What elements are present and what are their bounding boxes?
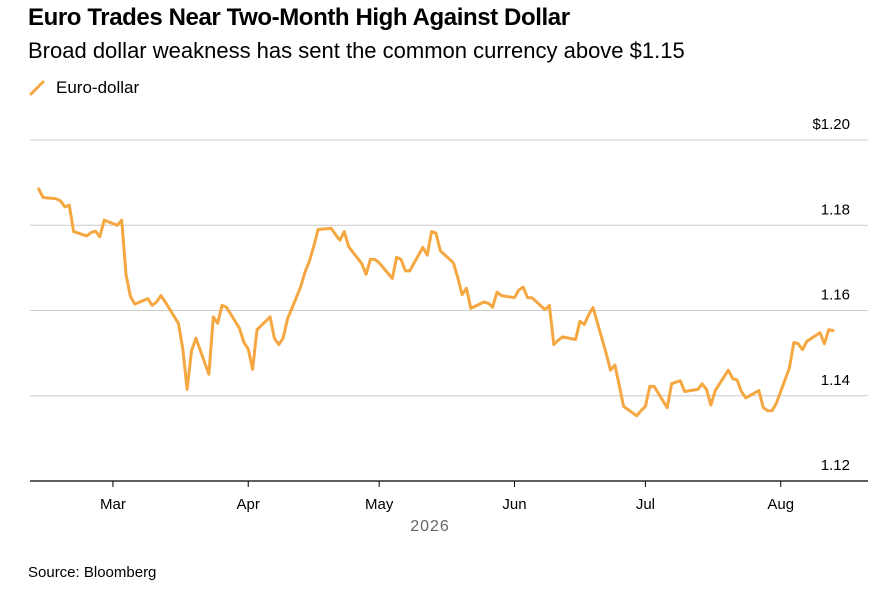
x-tick-label: May xyxy=(365,496,394,513)
y-tick-label: $1.20 xyxy=(812,116,850,133)
x-tick-label: Apr xyxy=(237,496,260,513)
x-tick-label: Jul xyxy=(636,496,655,513)
source-note: Source: Bloomberg xyxy=(28,564,157,581)
legend: Euro-dollar xyxy=(28,78,139,98)
series-line-euro-dollar xyxy=(37,187,835,418)
chart-title: Euro Trades Near Two-Month High Against … xyxy=(28,4,570,31)
y-tick-label: 1.14 xyxy=(821,372,850,389)
x-tick-label: Jun xyxy=(502,496,526,513)
y-tick-label: 1.18 xyxy=(821,201,850,218)
x-axis-year-label: 2026 xyxy=(410,518,450,535)
x-tick-label: Aug xyxy=(767,496,794,513)
chart-subtitle: Broad dollar weakness has sent the commo… xyxy=(28,38,685,63)
y-tick-label: 1.12 xyxy=(821,457,850,474)
x-tick-label: Mar xyxy=(100,496,126,513)
legend-label-euro-dollar: Euro-dollar xyxy=(56,78,140,97)
y-tick-label: 1.16 xyxy=(821,287,850,304)
legend-swatch-euro-dollar xyxy=(29,80,45,96)
